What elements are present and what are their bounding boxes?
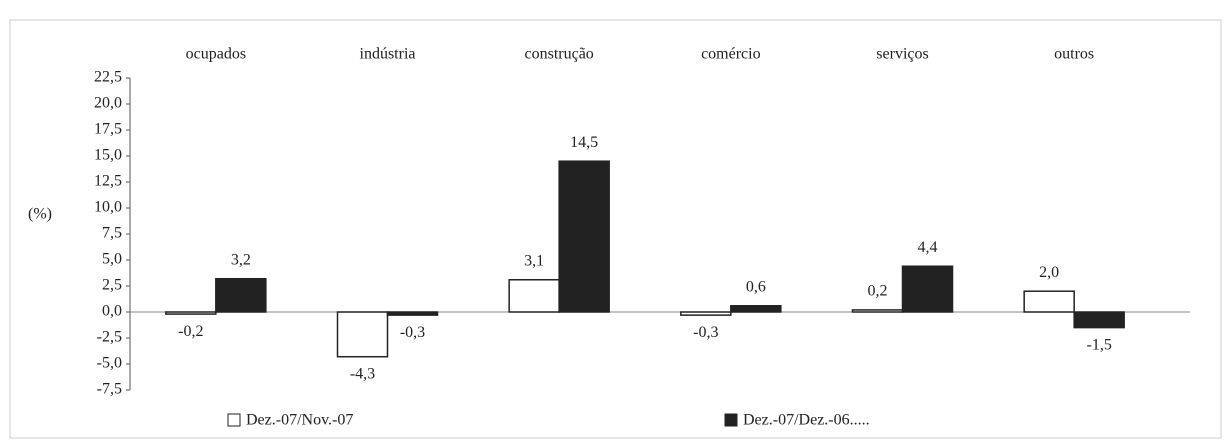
- legend-swatch: [724, 413, 738, 427]
- category-label: ocupados: [186, 46, 246, 63]
- y-tick-label: 22,5: [94, 69, 122, 86]
- value-label: 0,6: [746, 278, 766, 295]
- y-axis-label: (%): [28, 206, 52, 223]
- bar: [730, 305, 782, 313]
- bar: [680, 311, 732, 316]
- y-tick-label: 20,0: [94, 95, 122, 112]
- value-label: -0,3: [400, 324, 425, 341]
- y-tick-label: 15,0: [94, 147, 122, 164]
- bar: [1073, 311, 1125, 329]
- y-tick-label: -2,5: [97, 329, 122, 346]
- y-tick-label: 12,5: [94, 173, 122, 190]
- y-tick-label: -7,5: [97, 381, 122, 398]
- category-label: indústria: [360, 46, 416, 63]
- value-label: 4,4: [918, 239, 938, 256]
- y-tick-label: 0,0: [102, 303, 122, 320]
- bar: [508, 279, 560, 313]
- bar: [336, 311, 389, 358]
- value-label: 0,2: [868, 283, 888, 300]
- value-label: 2,0: [1039, 264, 1059, 281]
- bar: [386, 311, 439, 316]
- bar: [901, 265, 954, 313]
- bar: [215, 277, 267, 313]
- legend-label: Dez.-07/Dez.-06.....: [743, 412, 870, 429]
- value-label: -0,2: [178, 323, 203, 340]
- y-tick-label: 17,5: [94, 121, 122, 138]
- category-label: serviços: [876, 46, 928, 63]
- bar: [558, 160, 610, 313]
- value-label: 14,5: [570, 134, 598, 151]
- value-label: -1,5: [1087, 336, 1112, 353]
- frame: [9, 19, 1222, 439]
- value-label: -4,3: [350, 365, 375, 382]
- value-label: 3,1: [524, 252, 544, 269]
- value-label: -0,3: [693, 324, 718, 341]
- bar: [1023, 290, 1075, 313]
- value-label: 3,2: [231, 251, 251, 268]
- legend-swatch: [227, 413, 241, 427]
- category-label: comércio: [701, 46, 761, 63]
- category-label: construção: [525, 46, 594, 63]
- y-tick-label: 7,5: [102, 225, 122, 242]
- category-label: outros: [1054, 46, 1094, 63]
- legend-label: Dez.-07/Nov.-07: [246, 412, 353, 429]
- bar: [165, 311, 217, 315]
- y-tick-label: -5,0: [97, 355, 122, 372]
- y-tick-label: 5,0: [102, 251, 122, 268]
- y-tick-label: 10,0: [94, 199, 122, 216]
- y-tick-label: 2,5: [102, 277, 122, 294]
- bar: [851, 309, 904, 313]
